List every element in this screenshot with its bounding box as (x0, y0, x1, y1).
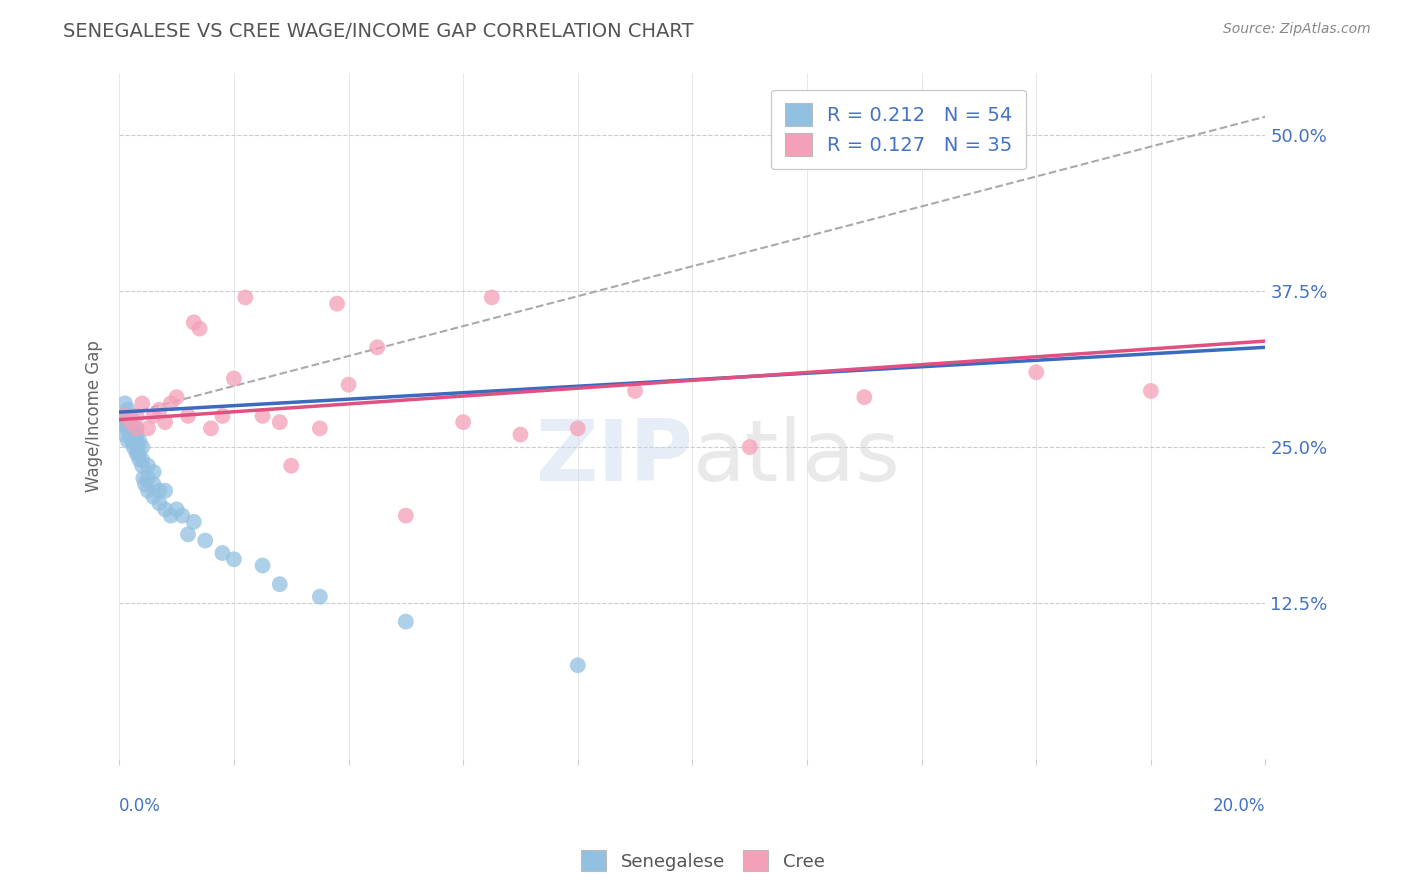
Point (136, 458, 159, 473)
Point (125, 427, 148, 442)
Point (235, 290, 257, 304)
Point (738, 440, 761, 454)
Point (132, 471, 155, 485)
Point (177, 409, 200, 423)
Point (567, 658, 589, 673)
Point (222, 371, 245, 385)
Point (211, 546, 233, 560)
Point (308, 590, 330, 604)
Point (160, 508, 183, 523)
Point (160, 396, 183, 410)
Y-axis label: Wage/Income Gap: Wage/Income Gap (86, 340, 103, 491)
Point (326, 296, 349, 310)
Point (624, 384, 647, 398)
Point (366, 340, 388, 354)
Point (481, 290, 503, 304)
Point (337, 377, 360, 392)
Point (166, 390, 188, 404)
Point (122, 440, 145, 454)
Text: 20.0%: 20.0% (1213, 797, 1265, 814)
Point (142, 409, 165, 423)
Point (124, 434, 146, 448)
Text: ZIP: ZIP (534, 416, 692, 499)
Point (118, 421, 141, 435)
Point (121, 434, 143, 448)
Point (308, 421, 330, 435)
Point (395, 508, 418, 523)
Point (115, 415, 138, 429)
Point (853, 390, 876, 404)
Point (125, 446, 148, 460)
Point (166, 502, 188, 516)
Point (153, 483, 176, 498)
Point (153, 502, 176, 516)
Legend: Senegalese, Cree: Senegalese, Cree (574, 843, 832, 879)
Text: Source: ZipAtlas.com: Source: ZipAtlas.com (1223, 22, 1371, 37)
Point (125, 421, 148, 435)
Point (114, 409, 136, 423)
Point (128, 434, 150, 448)
Point (222, 552, 245, 566)
Point (131, 396, 153, 410)
Point (131, 458, 153, 473)
Text: atlas: atlas (692, 416, 900, 499)
Point (269, 415, 291, 429)
Point (136, 483, 159, 498)
Point (1140, 384, 1163, 398)
Point (153, 415, 176, 429)
Point (125, 421, 148, 435)
Point (120, 409, 142, 423)
Point (120, 415, 142, 429)
Point (111, 415, 134, 429)
Point (451, 415, 474, 429)
Point (134, 477, 156, 491)
Point (194, 533, 217, 548)
Legend: R = 0.212   N = 54, R = 0.127   N = 35: R = 0.212 N = 54, R = 0.127 N = 35 (770, 89, 1026, 169)
Point (120, 415, 142, 429)
Point (177, 527, 200, 541)
Point (269, 577, 291, 591)
Point (395, 615, 418, 629)
Point (114, 396, 136, 410)
Point (121, 421, 143, 435)
Point (142, 490, 165, 504)
Point (172, 508, 194, 523)
Text: SENEGALESE VS CREE WAGE/INCOME GAP CORRELATION CHART: SENEGALESE VS CREE WAGE/INCOME GAP CORRE… (63, 22, 693, 41)
Point (131, 440, 153, 454)
Point (127, 446, 149, 460)
Point (142, 465, 165, 479)
Point (115, 421, 138, 435)
Point (211, 409, 233, 423)
Point (183, 515, 205, 529)
Point (567, 421, 589, 435)
Point (117, 434, 139, 448)
Point (188, 321, 211, 335)
Point (128, 452, 150, 467)
Point (117, 402, 139, 417)
Point (136, 421, 159, 435)
Text: 0.0%: 0.0% (120, 797, 162, 814)
Point (114, 427, 136, 442)
Point (136, 471, 159, 485)
Point (142, 477, 165, 491)
Point (125, 409, 148, 423)
Point (112, 409, 135, 423)
Point (252, 558, 274, 573)
Point (1025, 365, 1047, 379)
Point (148, 483, 170, 498)
Point (148, 496, 170, 510)
Point (252, 409, 274, 423)
Point (148, 402, 170, 417)
Point (200, 421, 222, 435)
Point (125, 434, 148, 448)
Point (120, 427, 142, 442)
Point (127, 440, 149, 454)
Point (122, 427, 145, 442)
Point (117, 415, 139, 429)
Point (509, 427, 531, 442)
Point (183, 315, 205, 329)
Point (131, 452, 153, 467)
Point (280, 458, 302, 473)
